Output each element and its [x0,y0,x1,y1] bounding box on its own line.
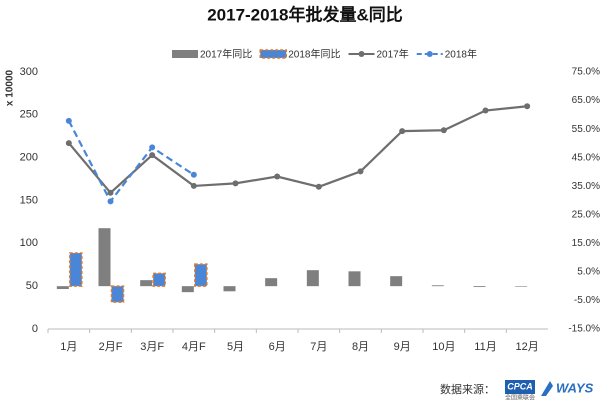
line-marker [357,168,364,175]
bar [181,286,194,293]
bar [98,228,111,287]
logo-text: CPCA [507,381,533,391]
bar [194,263,208,287]
legend-marker [358,51,365,57]
line-marker [440,127,447,134]
line-marker [399,128,406,135]
x-tick-label: 5月 [227,341,244,353]
x-tick-label: 10月 [432,341,455,353]
line-marker [190,182,197,189]
bar [69,252,83,287]
line [67,105,528,195]
line-marker [65,140,72,147]
x-tick-label: 4月F [182,341,206,353]
y2-tick-label: 65.0% [572,95,600,106]
y-tick-label: 200 [20,152,38,164]
x-tick-label: 6月 [269,341,286,353]
line-marker [315,183,322,190]
line-marker [107,198,114,205]
x-tick-label: 11月 [474,341,496,353]
x-tick-label: 3月F [140,341,164,353]
legend-label: 2017年 [377,48,409,61]
x-tick-label: 7月 [310,341,327,353]
bar [265,278,278,287]
y2-tick-label: 15.0% [572,238,600,249]
legend-swatch [259,49,287,59]
x-tick-label: 9月 [394,341,411,353]
line-marker [482,107,489,114]
x-tick-label: 8月 [352,341,369,353]
line-marker [65,117,72,124]
x-tick-label: 1月 [60,341,77,353]
line-marker [149,152,156,159]
legend-swatch [172,50,198,58]
y-tick-label: 0 [32,323,38,335]
logo-subtext: 全国乘联会 [505,394,535,402]
y2-tick-label: 25.0% [572,209,600,220]
line-marker [232,180,239,187]
y-tick-label: 50 [26,280,38,292]
line [67,120,195,204]
logo-text: WAYS [556,380,594,395]
y-tick-label: 150 [20,194,38,206]
legend-label: 2018年同比 [288,48,340,61]
source-label: 数据来源： [440,382,495,396]
line-marker [274,173,281,180]
bar [223,286,236,292]
y2-tick-label: -15.0% [568,324,600,335]
y2-tick-label: 45.0% [572,152,600,163]
y-tick-label: 250 [20,109,38,121]
line-marker [149,144,156,151]
bar [515,286,528,287]
bar [473,286,486,288]
bar [348,271,361,287]
y2-tick-label: 35.0% [572,181,600,192]
bar [140,280,153,287]
bar [152,272,166,287]
y2-tick-label: -5.0% [574,295,600,306]
line-marker [107,189,114,196]
y2-tick-label: 55.0% [572,124,600,135]
y2-tick-label: 5.0% [577,267,600,278]
x-tick-label: 2月F [99,341,123,353]
y-tick-label: 300 [20,66,38,78]
y-axis-label: x 10000 [5,69,16,106]
y-tick-label: 100 [20,237,38,249]
logo-box [505,380,535,394]
bar [306,270,319,287]
bar [56,286,69,290]
y2-tick-label: 75.0% [572,67,600,78]
logo-mark [541,381,553,396]
legend-marker [426,51,433,57]
legend-label: 2018年 [445,48,477,61]
bar [431,285,444,287]
bar [110,285,125,303]
chart-title: 2017-2018年批发量&同比 [207,4,403,24]
bar [390,276,403,287]
line-marker [190,171,197,178]
x-tick-label: 12月 [516,341,539,353]
legend-label: 2017年同比 [200,48,252,61]
line-marker [524,103,531,110]
